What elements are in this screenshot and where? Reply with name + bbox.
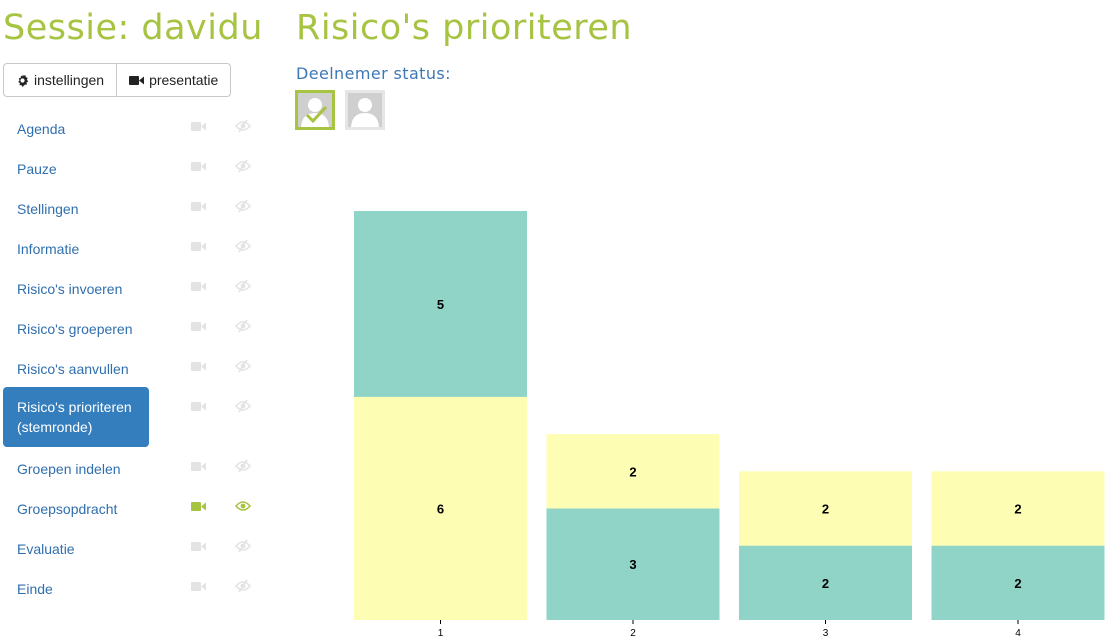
data-label: 2 bbox=[822, 576, 829, 591]
bar-segment bbox=[354, 396, 527, 620]
sidebar-item[interactable]: Risico's invoeren bbox=[3, 267, 251, 307]
sidebar-item[interactable]: Groepen indelen bbox=[3, 447, 251, 487]
gear-icon bbox=[18, 73, 29, 87]
data-label: 2 bbox=[822, 501, 829, 516]
sidebar-item[interactable]: Einde bbox=[3, 567, 251, 607]
video-camera-icon[interactable] bbox=[191, 201, 206, 212]
video-camera-icon[interactable] bbox=[191, 321, 206, 332]
eye-slash-icon[interactable] bbox=[235, 319, 251, 333]
sidebar-item[interactable]: Risico's prioriteren (stemronde) bbox=[3, 387, 251, 447]
session-title: Sessie: davidu bbox=[3, 8, 263, 48]
eye-slash-icon[interactable] bbox=[235, 239, 251, 253]
eye-slash-icon[interactable] bbox=[235, 539, 251, 553]
settings-button[interactable]: instellingen bbox=[4, 64, 116, 96]
bar-segment bbox=[739, 545, 912, 620]
x-tick-label: 2 bbox=[630, 628, 636, 639]
sidebar-item-label: Groepen indelen bbox=[17, 461, 121, 477]
eye-slash-icon[interactable] bbox=[235, 359, 251, 373]
sidebar-item-label: Evaluatie bbox=[17, 541, 75, 557]
presentation-label: presentatie bbox=[149, 72, 219, 88]
eye-slash-icon[interactable] bbox=[235, 399, 251, 413]
video-camera-icon[interactable] bbox=[191, 581, 206, 592]
eye-slash-icon[interactable] bbox=[235, 119, 251, 133]
user-icon bbox=[301, 98, 329, 127]
sidebar-item[interactable]: Agenda bbox=[3, 107, 251, 147]
video-camera-icon[interactable] bbox=[191, 161, 206, 172]
video-camera-icon bbox=[129, 75, 145, 85]
bar-segment bbox=[354, 211, 527, 397]
settings-label: instellingen bbox=[34, 72, 105, 88]
sidebar-item[interactable]: Informatie bbox=[3, 227, 251, 267]
sidebar-item-label: Pauze bbox=[17, 161, 57, 177]
x-tick-label: 1 bbox=[438, 628, 444, 639]
data-label: 6 bbox=[437, 501, 444, 516]
sidebar-item-label: Risico's groeperen bbox=[17, 321, 133, 337]
participant-status-label: Deelnemer status: bbox=[296, 64, 451, 83]
data-label: 2 bbox=[629, 464, 636, 479]
vote-chart: 6 5 1 3 2 2 2 2 3 2 2 4 bbox=[354, 211, 1105, 639]
participant-avatars bbox=[295, 90, 385, 130]
data-label: 3 bbox=[629, 557, 636, 572]
bar-segment bbox=[546, 508, 720, 620]
eye-slash-icon[interactable] bbox=[235, 459, 251, 473]
sidebar-item-label: Agenda bbox=[17, 121, 66, 137]
sidebar-item[interactable]: Pauze bbox=[3, 147, 251, 187]
x-tick-label: 3 bbox=[823, 628, 829, 639]
sidebar-item[interactable]: Risico's groeperen bbox=[3, 307, 251, 347]
sidebar-item-label: Einde bbox=[17, 581, 53, 597]
participant-avatar bbox=[345, 90, 385, 130]
sidebar-item-label: Groepsopdracht bbox=[17, 501, 118, 517]
eye-slash-icon[interactable] bbox=[235, 199, 251, 213]
user-icon bbox=[351, 98, 379, 127]
presentation-button[interactable]: presentatie bbox=[116, 64, 230, 96]
sidebar-item-label: Risico's prioriteren (stemronde) bbox=[17, 399, 132, 435]
video-camera-icon[interactable] bbox=[191, 281, 206, 292]
eye-slash-icon[interactable] bbox=[235, 159, 251, 173]
eye-icon[interactable] bbox=[235, 499, 251, 513]
sidebar-item-label: Risico's invoeren bbox=[17, 281, 123, 297]
sidebar-item[interactable]: Risico's aanvullen bbox=[3, 347, 251, 387]
video-camera-icon[interactable] bbox=[191, 121, 206, 132]
video-camera-icon[interactable] bbox=[191, 241, 206, 252]
bar-segment bbox=[546, 434, 720, 509]
video-camera-icon[interactable] bbox=[191, 401, 206, 412]
video-camera-icon[interactable] bbox=[191, 361, 206, 372]
data-label: 2 bbox=[1014, 501, 1021, 516]
video-camera-icon[interactable] bbox=[191, 501, 206, 512]
video-camera-icon[interactable] bbox=[191, 541, 206, 552]
eye-slash-icon[interactable] bbox=[235, 279, 251, 293]
sidebar-item[interactable]: Stellingen bbox=[3, 187, 251, 227]
data-label: 2 bbox=[1014, 576, 1021, 591]
sidebar-item[interactable]: Groepsopdracht bbox=[3, 487, 251, 527]
sidebar-item[interactable]: Evaluatie bbox=[3, 527, 251, 567]
toolbar: instellingen presentatie bbox=[3, 63, 232, 97]
participant-avatar bbox=[295, 90, 335, 130]
bar-segment bbox=[739, 471, 912, 546]
x-tick-label: 4 bbox=[1015, 628, 1021, 639]
sidebar-item-label: Informatie bbox=[17, 241, 80, 257]
sidebar-item-label: Stellingen bbox=[17, 201, 79, 217]
sidebar-item-label: Risico's aanvullen bbox=[17, 361, 129, 377]
data-label: 5 bbox=[437, 297, 444, 312]
page-title: Risico's prioriteren bbox=[296, 8, 633, 48]
sidebar-menu: Agenda Pauze Stellingen Informatie Risico's … bbox=[3, 107, 253, 607]
bar-segment bbox=[931, 545, 1105, 620]
eye-slash-icon[interactable] bbox=[235, 579, 251, 593]
bar-segment bbox=[931, 471, 1105, 546]
video-camera-icon[interactable] bbox=[191, 461, 206, 472]
